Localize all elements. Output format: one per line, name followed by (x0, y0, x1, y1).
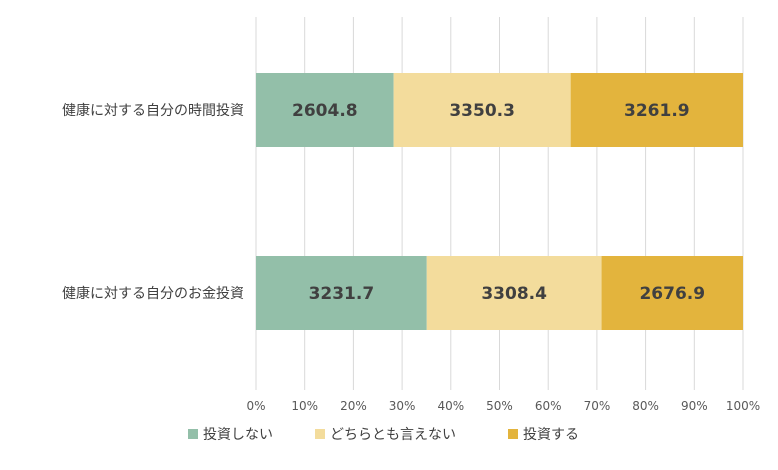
x-tick-label: 50% (486, 399, 513, 413)
bar-segment (601, 256, 743, 330)
bar-segment (256, 256, 427, 330)
bar-segment (570, 73, 743, 147)
x-tick-label: 80% (632, 399, 659, 413)
x-tick-label: 90% (681, 399, 708, 413)
legend-swatch (188, 429, 198, 439)
x-tick-label: 10% (291, 399, 318, 413)
data-label: 3231.7 (309, 284, 375, 304)
x-tick-label: 20% (340, 399, 367, 413)
legend-swatch (508, 429, 518, 439)
bar-segment (426, 256, 602, 330)
x-tick-label: 40% (437, 399, 464, 413)
x-tick-label: 60% (535, 399, 562, 413)
data-label: 2676.9 (639, 284, 705, 304)
category-label: 健康に対する自分の時間投資 (62, 102, 244, 119)
legend-label: どちらとも言えない (330, 427, 456, 443)
bar-segment (393, 73, 571, 147)
bar-segment (256, 73, 394, 147)
data-label: 2604.8 (292, 101, 358, 121)
data-label: 3261.9 (624, 101, 690, 121)
legend-label: 投資しない (203, 427, 273, 443)
x-tick-label: 100% (726, 399, 760, 413)
legend-swatch (315, 429, 325, 439)
legend-label: 投資する (523, 427, 579, 443)
category-label: 健康に対する自分のお金投資 (62, 285, 244, 302)
data-label: 3350.3 (449, 101, 515, 121)
x-tick-label: 70% (584, 399, 611, 413)
data-label: 3308.4 (481, 284, 547, 304)
x-tick-label: 0% (246, 399, 265, 413)
x-tick-label: 30% (389, 399, 416, 413)
